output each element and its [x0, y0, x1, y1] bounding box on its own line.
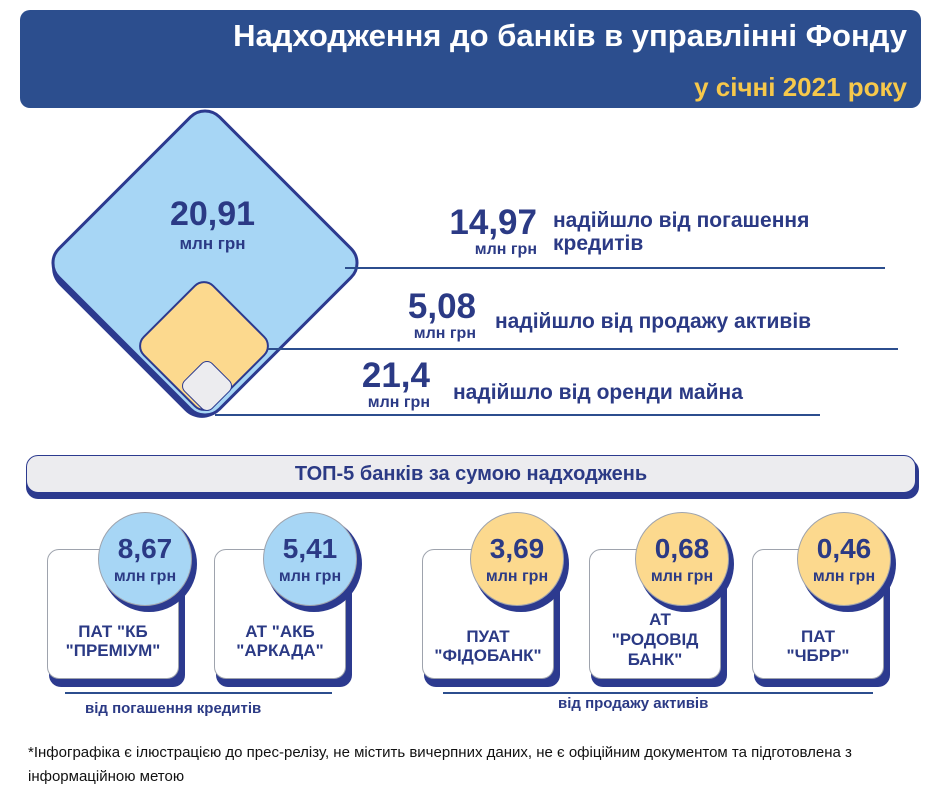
footnote: *Інфографіка є ілюстрацією до прес-реліз…	[28, 744, 852, 785]
bank-amount-unit: млн грн	[485, 568, 549, 585]
bank-amount-value: 5,41	[282, 533, 338, 564]
credits-unit: млн грн	[474, 241, 537, 258]
total-unit: млн грн	[179, 234, 246, 253]
bank-name-line: "РОДОВІД	[611, 630, 699, 649]
bank-name: ПАТ "КБ "ПРЕМІУМ"	[48, 622, 178, 660]
bank-amount-circle: 8,67 млн грн	[98, 512, 192, 606]
bank-name-line: АТ "АКБ	[245, 622, 315, 641]
bank-card-premium: ПАТ "КБ "ПРЕМІУМ"	[47, 549, 179, 679]
bank-name-line: ПУАТ	[466, 627, 510, 646]
bank-name-line: "АРКАДА"	[236, 641, 324, 660]
bank-name-line: "ФІДОБАНК"	[434, 646, 542, 665]
rent-unit: млн грн	[367, 394, 430, 411]
top5-title: ТОП-5 банків за сумою надходжень	[26, 455, 916, 493]
bank-amount-unit: млн грн	[650, 568, 714, 585]
credits-group-label: від погашення кредитів	[85, 700, 262, 717]
credits-description-line2: кредитів	[553, 232, 644, 255]
rent-divider	[215, 414, 820, 416]
bank-name-line: БАНК"	[627, 650, 683, 669]
rent-amount: 21,4 млн грн	[320, 358, 430, 412]
page-title: Надходження до банків в управлінні Фонду	[233, 18, 907, 53]
bank-amount-value: 8,67	[117, 533, 173, 564]
assets-unit: млн грн	[413, 325, 476, 342]
page-subtitle: у січні 2021 року	[694, 72, 907, 102]
bank-amount-unit: млн грн	[278, 568, 342, 585]
bank-name: АТ "АКБ "АРКАДА"	[215, 622, 345, 660]
bank-name: ПАТ "ЧБРР"	[753, 627, 883, 665]
bank-name-line: ПАТ	[800, 627, 836, 646]
bank-amount-circle: 0,46 млн грн	[797, 512, 891, 606]
assets-value: 5,08	[407, 287, 476, 326]
credits-description-line1: надійшло від погашення	[553, 209, 810, 232]
bank-name-line: "ПРЕМІУМ"	[65, 641, 161, 660]
bank-name-line: АТ	[649, 610, 671, 629]
assets-amount: 5,08 млн грн	[360, 289, 476, 343]
rent-description: надійшло від оренди майна	[453, 381, 743, 404]
bank-amount-unit: млн грн	[812, 568, 876, 585]
bank-amount-value: 0,68	[654, 533, 710, 564]
credits-value: 14,97	[449, 203, 537, 242]
bank-name-line: ПАТ "КБ	[78, 622, 148, 641]
assets-divider	[268, 348, 898, 350]
credits-description: надійшло від погашення кредитів	[553, 209, 809, 255]
assets-group-label: від продажу активів	[558, 695, 709, 712]
bank-name: ПУАТ "ФІДОБАНК"	[423, 627, 553, 665]
bank-amount-unit: млн грн	[113, 568, 177, 585]
bank-name: АТ "РОДОВІД БАНК"	[590, 610, 720, 670]
total-value: 20,91	[169, 195, 256, 233]
credits-group-line	[65, 692, 332, 694]
assets-description: надійшло від продажу активів	[495, 310, 812, 333]
bank-amount-value: 0,46	[816, 533, 872, 564]
bank-amount-circle: 5,41 млн грн	[263, 512, 357, 606]
assets-group-line	[443, 692, 873, 694]
rent-value: 21,4	[361, 356, 430, 395]
header-banner: Надходження до банків в управлінні Фонду…	[20, 10, 921, 108]
bank-name-line: "ЧБРР"	[786, 646, 850, 665]
bank-amount-circle: 3,69 млн грн	[470, 512, 564, 606]
bank-amount-circle: 0,68 млн грн	[635, 512, 729, 606]
credits-amount: 14,97 млн грн	[415, 205, 537, 259]
bank-amount-value: 3,69	[489, 533, 545, 564]
credits-divider	[345, 267, 885, 269]
